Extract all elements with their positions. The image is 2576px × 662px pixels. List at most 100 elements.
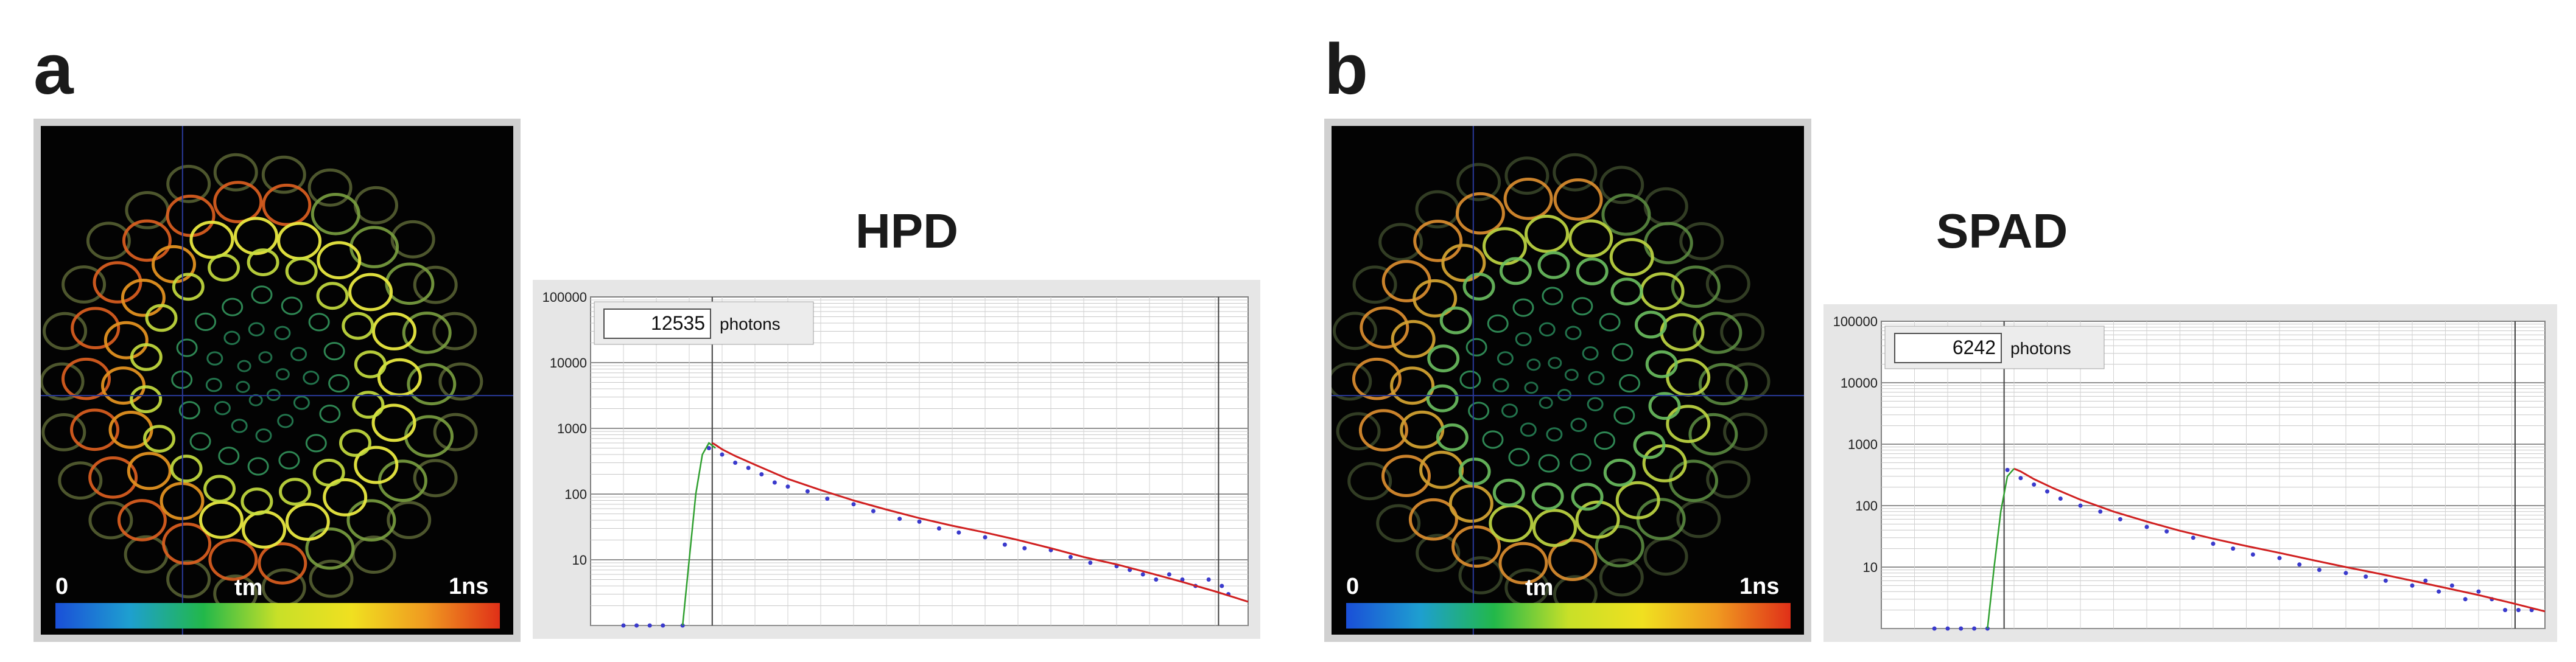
data-point: [825, 496, 830, 501]
data-point: [1088, 560, 1093, 565]
cell-outline: [1671, 265, 1721, 308]
cell-outline: [213, 181, 263, 223]
cell-outline: [348, 273, 393, 312]
cell-outline: [1594, 431, 1615, 450]
cell-outline: [130, 385, 163, 414]
cell-outline: [371, 403, 416, 442]
data-point: [2317, 568, 2322, 573]
cell-outline: [1465, 338, 1487, 357]
data-point: [805, 489, 810, 493]
data-point: [2423, 578, 2428, 583]
cell-outline: [195, 312, 217, 331]
image-background: [1332, 126, 1804, 635]
cell-outline: [1599, 313, 1621, 332]
data-point: [2410, 583, 2415, 588]
cell-outline: [1458, 458, 1491, 486]
cell-outline: [390, 220, 435, 259]
cell-outline: [1599, 166, 1644, 204]
cell-outline: [43, 312, 88, 350]
cell-outline: [1427, 344, 1460, 373]
cell-outline: [1436, 423, 1469, 451]
photon-count-value: 6242: [1953, 336, 1996, 358]
data-point: [2211, 542, 2216, 546]
y-tick-label: 10: [572, 552, 587, 568]
cell-outline: [1588, 371, 1605, 386]
cell-outline: [145, 304, 178, 332]
cell-outline: [407, 363, 457, 406]
colorbar-b: [1346, 603, 1791, 629]
cell-outline: [58, 461, 103, 500]
colorbar-min-label-b: 0: [1346, 574, 1360, 599]
cell-outline: [104, 321, 149, 360]
cell-outline: [205, 377, 222, 392]
y-tick-label: 10000: [550, 355, 587, 371]
image-background: [41, 126, 513, 635]
cell-outline: [1532, 509, 1577, 547]
y-tick-label: 10000: [1841, 375, 1878, 391]
cell-outline: [317, 241, 362, 280]
root-section-image-b: [1332, 126, 1804, 635]
cell-outline: [433, 413, 478, 451]
y-tick-label: 100: [1855, 498, 1878, 514]
cell-outline: [208, 253, 240, 282]
cell-outline: [1612, 343, 1634, 361]
cell-outline: [1482, 430, 1504, 449]
cell-outline: [1539, 397, 1553, 409]
cell-outline: [1441, 243, 1486, 282]
cell-outline: [285, 503, 330, 541]
cell-outline: [1459, 370, 1481, 389]
cell-outline: [258, 351, 273, 364]
data-point: [1932, 626, 1937, 631]
cell-outline: [413, 265, 458, 304]
cell-outline: [1526, 358, 1541, 371]
cell-outline: [1347, 462, 1392, 501]
data-point: [661, 623, 665, 628]
cell-outline: [117, 499, 167, 542]
cell-outline: [438, 362, 483, 401]
cell-outline: [1548, 538, 1598, 582]
cell-outline: [281, 296, 303, 315]
cell-outline: [1498, 542, 1548, 585]
data-point: [1972, 626, 1977, 631]
cell-outline: [1633, 431, 1666, 459]
data-point: [1959, 626, 1964, 631]
data-point: [2191, 535, 2195, 540]
cell-outline: [240, 487, 273, 516]
data-point: [647, 623, 652, 628]
cell-outline: [1515, 332, 1532, 347]
cell-outline: [1504, 156, 1549, 195]
y-tick-label: 1000: [1848, 437, 1878, 452]
cell-outline: [309, 559, 354, 598]
cell-outline: [1576, 257, 1609, 285]
cell-outline: [1336, 412, 1381, 451]
cell-outline: [251, 285, 273, 304]
cell-outline: [1601, 193, 1651, 236]
cell-outline: [1525, 214, 1569, 253]
cell-outline: [413, 459, 458, 498]
cell-outline: [1332, 362, 1372, 401]
cell-outline: [86, 221, 131, 260]
cell-outline: [328, 374, 350, 393]
cell-outline: [223, 330, 240, 345]
cell-outline: [1698, 363, 1748, 406]
cell-outline: [208, 538, 258, 581]
instrument-response-curve: [681, 442, 716, 626]
data-point: [851, 502, 856, 507]
cell-outline: [1439, 306, 1472, 335]
y-tick-label: 100000: [1833, 314, 1878, 329]
cell-outline: [1539, 322, 1556, 336]
lifetime-image-b: 0 tm 1ns: [1324, 119, 1811, 642]
cell-outline: [247, 457, 269, 476]
cell-outline: [305, 527, 355, 570]
cell-outline: [1468, 402, 1490, 420]
data-point: [2503, 608, 2508, 613]
data-point: [2449, 583, 2454, 588]
cell-outline: [402, 312, 452, 354]
cell-outline: [1416, 534, 1461, 573]
decay-plot-hpd: 100000 10000 1000 100 10 12535 photons: [533, 280, 1260, 639]
data-point: [2118, 517, 2122, 521]
colorbar-title-label-a: tm: [234, 575, 263, 601]
photon-count-value: 12535: [651, 312, 705, 334]
cell-outline: [171, 370, 193, 389]
data-point: [1180, 577, 1185, 582]
